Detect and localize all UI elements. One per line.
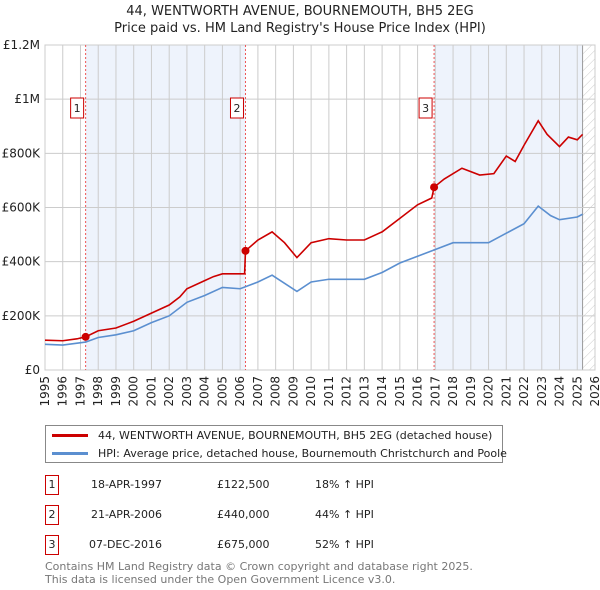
sale-price: £440,000	[217, 508, 270, 521]
footer-line: Contains HM Land Registry data © Crown c…	[45, 560, 473, 573]
sale-date: 18-APR-1997	[91, 478, 163, 491]
x-tick-label: 2010	[304, 376, 318, 407]
legend-label: 44, WENTWORTH AVENUE, BOURNEMOUTH, BH5 2…	[98, 428, 493, 442]
x-tick-label: 2022	[517, 376, 531, 407]
sale-marker: 1	[45, 475, 59, 495]
sale-marker: 2	[45, 505, 59, 525]
y-tick-label: £600K	[2, 201, 42, 215]
x-tick-label: 2003	[180, 376, 194, 407]
footer: Contains HM Land Registry data © Crown c…	[45, 560, 473, 586]
sale-point	[430, 183, 439, 192]
sale-point	[241, 246, 250, 255]
sale-date: 07-DEC-2016	[89, 538, 163, 551]
sale-hpi: 44% ↑ HPI	[315, 508, 374, 521]
sale-row: 3 07-DEC-2016 £675,000 52% ↑ HPI	[45, 535, 445, 555]
y-tick-label: £1M	[14, 92, 40, 106]
x-tick-label: 2017	[428, 376, 442, 407]
sale-row: 2 21-APR-2006 £440,000 44% ↑ HPI	[45, 505, 445, 525]
series-line	[44, 205, 583, 346]
x-tick-label: 2025	[570, 376, 584, 407]
x-tick-label: 1995	[38, 376, 52, 407]
y-tick-label: £200K	[2, 309, 42, 323]
x-tick-label: 2026	[588, 376, 600, 407]
x-tick-label: 2020	[482, 376, 496, 407]
x-tick-label: 2006	[233, 376, 247, 407]
x-tick-label: 2018	[446, 376, 460, 407]
footer-line: This data is licensed under the Open Gov…	[45, 573, 396, 586]
x-tick-label: 2014	[375, 376, 389, 407]
x-tick-label: 2008	[269, 376, 283, 407]
legend-swatch	[52, 451, 88, 455]
sale-hpi: 52% ↑ HPI	[315, 538, 374, 551]
x-tick-label: 2011	[322, 376, 336, 407]
y-tick-label: £400K	[2, 255, 42, 269]
x-tick-label: 2005	[215, 376, 229, 407]
sale-label: 2	[233, 102, 240, 115]
x-tick-label: 1999	[109, 376, 123, 407]
x-tick-label: 2013	[357, 376, 371, 407]
x-tick-label: 2007	[251, 376, 265, 407]
sale-row: 1 18-APR-1997 £122,500 18% ↑ HPI	[45, 475, 445, 495]
sale-label: 3	[422, 102, 429, 115]
sale-marker: 3	[45, 535, 59, 555]
y-tick-label: £0	[25, 363, 40, 377]
x-tick-label: 2015	[393, 376, 407, 407]
chart-plot: 1995 1996 1997 1998 1999 2000 2001 2002 2003 2004…	[2, 38, 600, 407]
sale-point	[81, 332, 90, 341]
sale-label: 1	[74, 102, 81, 115]
x-tick-label: 2016	[411, 376, 425, 407]
x-tick-label: 1998	[91, 376, 105, 407]
series-line	[44, 119, 584, 342]
x-tick-label: 1996	[56, 376, 70, 407]
chart-title: 44, WENTWORTH AVENUE, BOURNEMOUTH, BH5 2…	[126, 4, 474, 19]
sale-date: 21-APR-2006	[91, 508, 163, 521]
legend-swatch	[52, 433, 88, 437]
x-tick-label: 2004	[198, 376, 212, 407]
x-tick-label: 2024	[553, 376, 567, 407]
legend-item-property: 44, WENTWORTH AVENUE, BOURNEMOUTH, BH5 2…	[52, 427, 492, 443]
sale-label-box	[70, 97, 85, 119]
x-tick-label: 2001	[144, 376, 158, 407]
sale-hpi: 18% ↑ HPI	[315, 478, 374, 491]
legend-label: HPI: Average price, detached house, Bour…	[98, 446, 507, 460]
sale-label-box	[229, 97, 244, 119]
y-tick-label: £800K	[2, 146, 42, 160]
y-tick-label: £1.2M	[3, 38, 40, 52]
x-tick-label: 2009	[286, 376, 300, 407]
sale-price: £675,000	[217, 538, 270, 551]
chart-subtitle: Price paid vs. HM Land Registry's House …	[114, 21, 486, 36]
x-tick-label: 2021	[499, 376, 513, 407]
legend-item-hpi: HPI: Average price, detached house, Bour…	[52, 445, 507, 461]
x-tick-label: 1997	[73, 376, 87, 407]
x-tick-label: 2019	[464, 376, 478, 407]
sale-label-box	[418, 97, 433, 119]
x-tick-label: 2023	[535, 376, 549, 407]
x-tick-label: 2000	[127, 376, 141, 407]
sale-price: £122,500	[217, 478, 270, 491]
legend: 44, WENTWORTH AVENUE, BOURNEMOUTH, BH5 2…	[45, 425, 507, 463]
x-tick-label: 2012	[340, 376, 354, 407]
x-tick-label: 2002	[162, 376, 176, 407]
